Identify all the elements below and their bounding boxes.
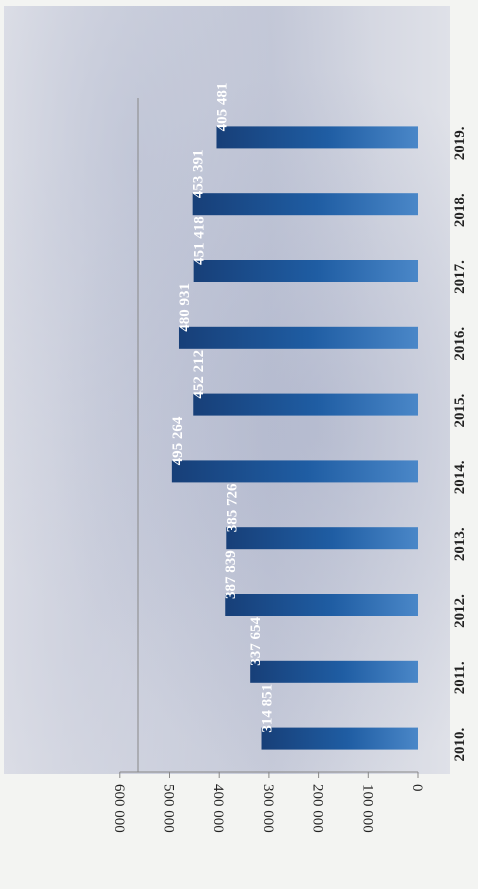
category-label: 2018. (452, 193, 468, 227)
bar-value-label: 387 839 (223, 550, 239, 599)
bar (192, 193, 418, 216)
bar-value-label: 385 726 (224, 483, 240, 532)
category-label: 2016. (452, 327, 468, 361)
bar (250, 660, 418, 683)
tick-label: 500 000 (161, 784, 177, 833)
bar-value-label: 405 481 (214, 83, 230, 132)
category-label: 2015. (452, 393, 468, 427)
bar-value-label: 314 851 (260, 684, 276, 733)
bar-value-label: 452 212 (191, 350, 207, 399)
bar-value-label: 480 931 (177, 283, 193, 332)
bar (261, 727, 418, 750)
labels-layer: 314 851 2010. 337 654 2011. 387 839 2012. 385 … (170, 83, 468, 762)
bar-value-label: 495 264 (170, 416, 186, 465)
category-label: 2010. (452, 727, 468, 761)
tick-label: 400 000 (210, 784, 226, 833)
bar-value-label: 337 654 (248, 617, 264, 666)
bars-layer (171, 126, 418, 750)
bar (171, 460, 418, 483)
axis-layer: 0 100 000 200 000 300 000 400 000 500 000 600 … (111, 98, 425, 833)
tick-label: 100 000 (359, 784, 375, 833)
bar (216, 126, 418, 149)
bar (193, 260, 418, 282)
category-label: 2013. (452, 527, 468, 561)
bar (225, 594, 418, 616)
category-label: 2019. (452, 126, 468, 160)
bar (178, 326, 418, 349)
bar-value-label: 453 391 (191, 149, 207, 198)
category-label: 2012. (452, 594, 468, 628)
bar-value-label: 451 418 (192, 216, 208, 265)
category-label: 2011. (452, 661, 468, 694)
tick-label: 200 000 (310, 784, 326, 833)
tick-label: 300 000 (260, 784, 276, 833)
category-label: 2014. (452, 460, 468, 494)
bar (226, 527, 418, 550)
tick-label: 0 (409, 784, 425, 792)
bar (193, 393, 418, 416)
category-label: 2017. (452, 260, 468, 294)
tick-label: 600 000 (111, 784, 127, 833)
